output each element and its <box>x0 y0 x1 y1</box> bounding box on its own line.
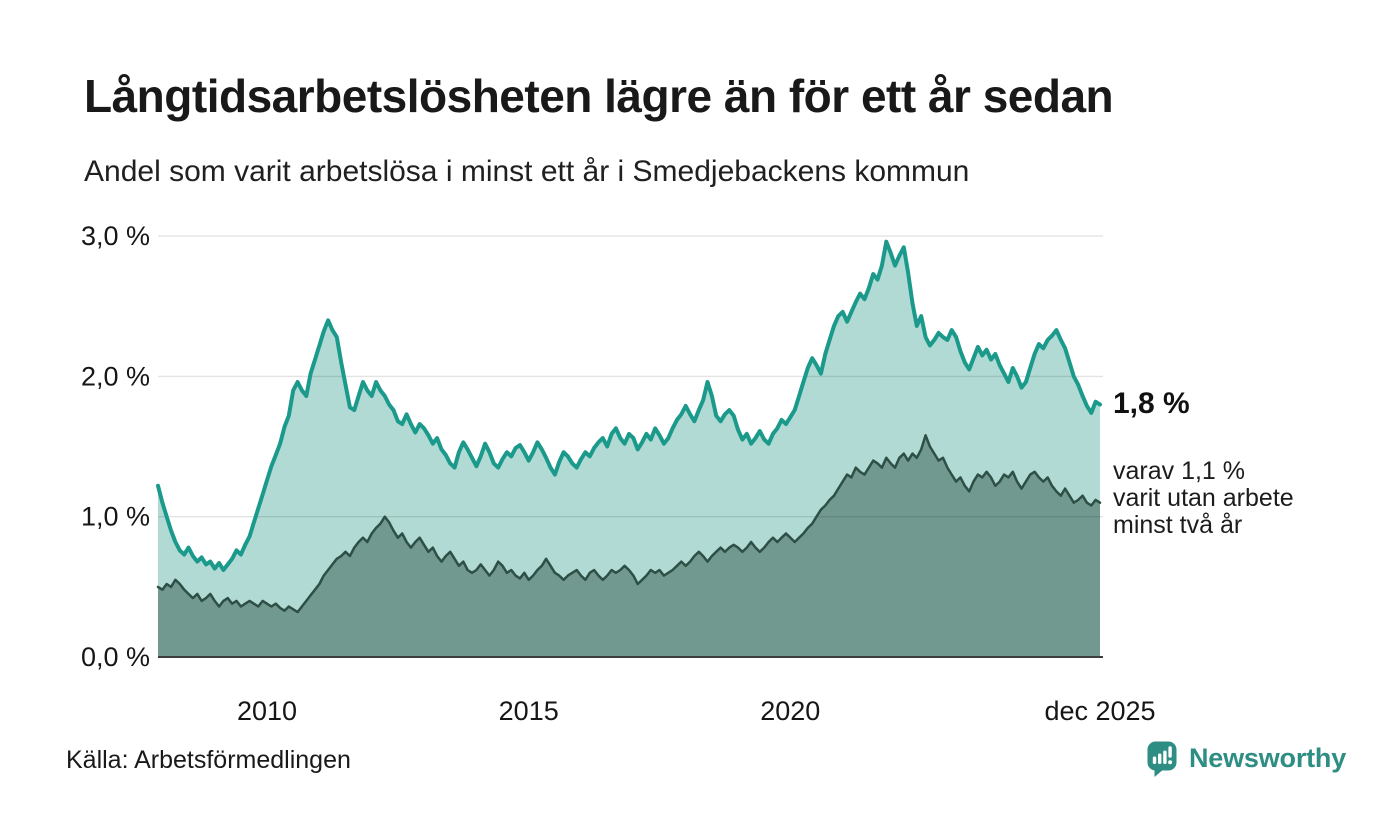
source-attribution: Källa: Arbetsförmedlingen <box>66 746 351 774</box>
x-tick-label: 2010 <box>237 696 297 726</box>
x-tick-label: dec 2025 <box>1044 696 1155 726</box>
line-total <box>156 239 1102 572</box>
chart-subtitle: Andel som varit arbetslösa i minst ett å… <box>84 155 970 188</box>
x-tick-label: 2015 <box>499 696 559 726</box>
newsworthy-logo: Newsworthy <box>1146 740 1346 778</box>
latest-value-label: 1,8 % <box>1113 387 1190 420</box>
area-two-years <box>158 435 1100 657</box>
page-title: Långtidsarbetslösheten lägre än för ett … <box>84 70 1114 122</box>
line-two-years <box>156 434 1102 614</box>
series-note: varav 1,1 % varit utan arbete minst två … <box>1113 458 1294 539</box>
newsworthy-bubble-chart-icon <box>1147 741 1177 777</box>
y-tick-label: 2,0 % <box>81 361 150 391</box>
y-tick-label: 0,0 % <box>81 642 150 672</box>
y-tick-label: 3,0 % <box>81 221 150 251</box>
y-tick-label: 1,0 % <box>81 502 150 532</box>
x-tick-label: 2020 <box>760 696 820 726</box>
series-note-line: minst två år <box>1113 511 1243 539</box>
series-note-line: varav 1,1 % <box>1113 457 1246 485</box>
series-note-line: varit utan arbete <box>1113 484 1294 512</box>
brand-name: Newsworthy <box>1189 743 1347 773</box>
